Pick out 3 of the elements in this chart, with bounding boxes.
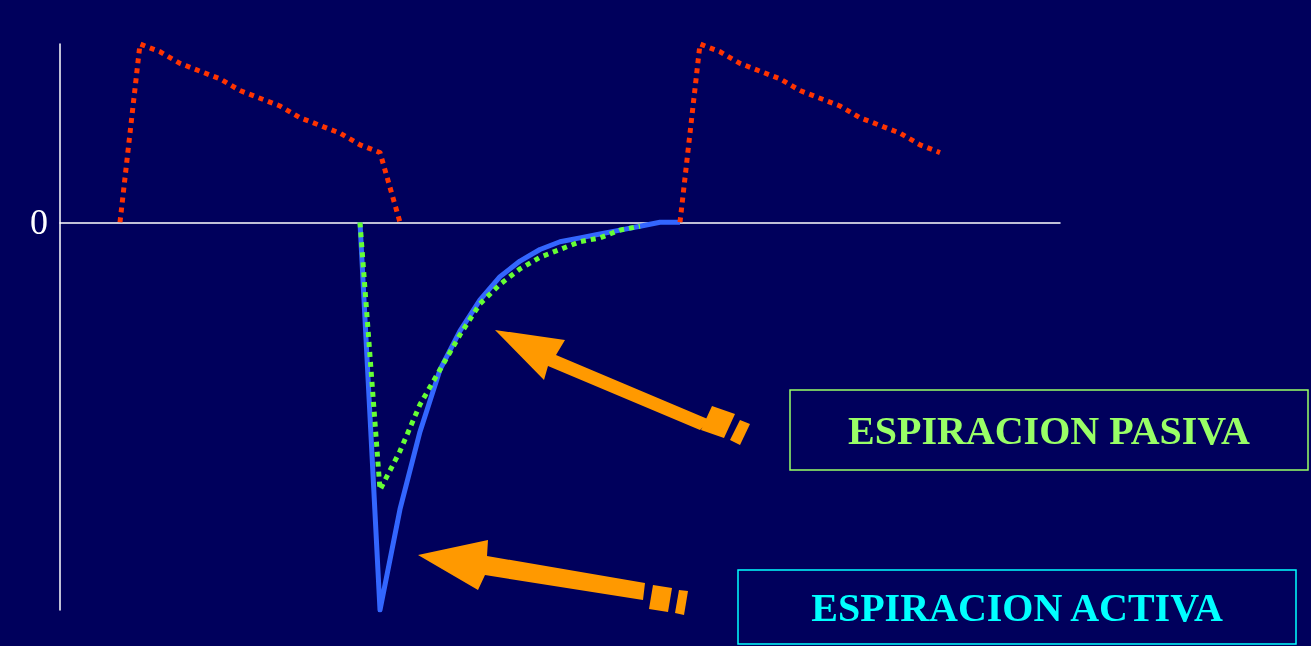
annotation: ESPIRACION ACTIVA (811, 584, 1223, 630)
text: 0 (30, 202, 48, 243)
annotation: ESPIRACION PASIVA (848, 407, 1251, 453)
